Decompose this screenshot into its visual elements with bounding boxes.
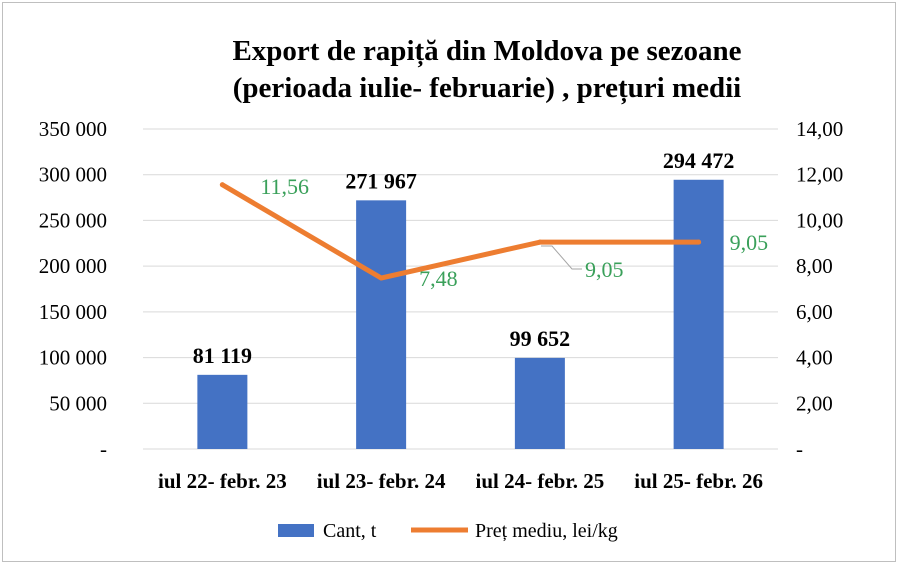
x-axis-tick-label: iul 22- febr. 23 [158, 469, 287, 493]
left-axis-tick-label: 50 000 [49, 391, 107, 415]
line-point [378, 275, 384, 281]
left-axis-tick-label: 350 000 [39, 117, 107, 141]
left-axis-tick-label: 200 000 [39, 254, 107, 278]
legend: Cant, t Preț mediu, lei/kg [278, 520, 618, 542]
x-axis-ticks: iul 22- febr. 23 iul 23- febr. 24 iul 24- … [158, 469, 763, 493]
left-axis-tick-label: 300 000 [39, 163, 107, 187]
line-data-label: 7,48 [419, 266, 458, 291]
bar [673, 179, 724, 449]
right-axis-tick-label: 2,00 [796, 391, 833, 415]
x-axis-tick-label: iul 24- febr. 25 [476, 469, 605, 493]
right-axis-ticks: - 2,00 4,00 6,00 8,00 10,00 12,00 14,00 [796, 117, 843, 461]
x-axis-tick-label: iul 25- febr. 26 [634, 469, 763, 493]
left-axis-ticks: - 50 000 100 000 150 000 200 000 250 000 300 0… [39, 117, 107, 461]
bar-data-label: 271 967 [345, 168, 417, 193]
line-data-label: 9,05 [730, 230, 769, 255]
left-axis-tick-label: - [100, 437, 107, 461]
bar-data-label: 294 472 [663, 148, 735, 173]
right-axis-tick-label: 10,00 [796, 208, 843, 232]
legend-label: Cant, t [323, 520, 377, 542]
legend-bar-swatch [278, 524, 314, 537]
legend-label: Preț mediu, lei/kg [475, 520, 618, 542]
left-axis-tick-label: 150 000 [39, 300, 107, 324]
line-data-label: 11,56 [260, 174, 309, 199]
right-axis-tick-label: 8,00 [796, 254, 833, 278]
bar-data-label: 81 119 [193, 343, 252, 368]
line-series: 11,56 7,48 9,05 9,05 [219, 174, 769, 291]
bar-data-label: 99 652 [510, 326, 571, 351]
line-point [696, 239, 702, 245]
label-leader-line [541, 245, 582, 270]
line-data-label: 9,05 [585, 257, 624, 282]
price-line [219, 182, 702, 281]
chart: Export de rapiță din Moldova pe sezoane … [39, 35, 844, 542]
left-axis-tick-label: 250 000 [39, 208, 107, 232]
line-point [219, 182, 225, 188]
x-axis-tick-label: iul 23- febr. 24 [317, 469, 446, 493]
chart-title-line-1: Export de rapiță din Moldova pe sezoane [232, 35, 741, 68]
left-axis-tick-label: 100 000 [39, 346, 107, 370]
line-point [537, 239, 543, 245]
gridlines [143, 128, 778, 450]
chart-title-line-2: (perioada iulie- februarie) , prețuri me… [233, 72, 742, 105]
bar [197, 374, 248, 449]
right-axis-tick-label: 4,00 [796, 346, 833, 370]
bar [514, 357, 565, 449]
right-axis-tick-label: - [796, 437, 803, 461]
right-axis-tick-label: 6,00 [796, 300, 833, 324]
bar [356, 200, 407, 449]
right-axis-tick-label: 14,00 [796, 117, 843, 141]
bar-series: 81 119 271 967 99 652 294 472 [193, 148, 735, 449]
right-axis-tick-label: 12,00 [796, 163, 843, 187]
